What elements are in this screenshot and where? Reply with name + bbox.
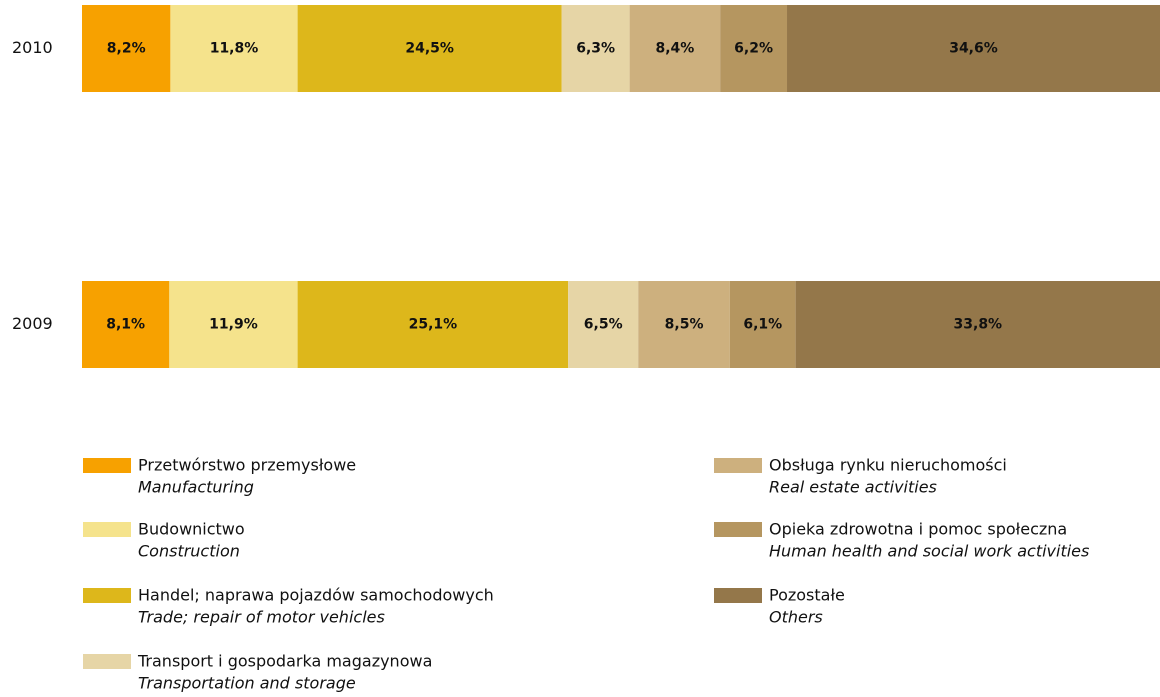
legend-label-en: Manufacturing [138, 478, 254, 497]
legend-label-en: Real estate activities [769, 478, 937, 497]
bar-segment [297, 5, 562, 92]
legend-swatch [83, 654, 131, 669]
legend-label-en: Construction [138, 542, 240, 561]
bar-segment [568, 281, 639, 368]
legend-swatch [83, 458, 131, 473]
data-label: 6,2% [734, 41, 773, 57]
legend-swatch [83, 588, 131, 603]
bar-segment [561, 5, 630, 92]
category-label: 2009 [12, 314, 53, 333]
data-label: 8,1% [106, 317, 145, 333]
bar-segment [729, 281, 796, 368]
data-label: 6,5% [584, 317, 623, 333]
legend-swatch [714, 588, 762, 603]
legend-swatch [714, 522, 762, 537]
data-label: 11,9% [209, 317, 258, 333]
bar-segment [638, 281, 730, 368]
legend-label: Handel; naprawa pojazdów samochodowych [138, 586, 494, 605]
data-label: 11,8% [210, 41, 259, 57]
bar-segment [297, 281, 569, 368]
legend-label-en: Transportation and storage [138, 674, 356, 693]
legend-label-en: Trade; repair of motor vehicles [138, 608, 385, 627]
data-label: 34,6% [949, 41, 998, 57]
bar-segment [629, 5, 721, 92]
legend-swatch [714, 458, 762, 473]
legend-swatch [83, 522, 131, 537]
legend-label: Obsługa rynku nieruchomości [769, 456, 1007, 475]
data-label: 8,4% [655, 41, 694, 57]
bar-segment [82, 5, 171, 92]
category-label: 2010 [12, 38, 53, 57]
data-label: 8,2% [107, 41, 146, 57]
legend-label: Opieka zdrowotna i pomoc społeczna [769, 520, 1067, 539]
bar-segment [720, 5, 788, 92]
legend-label-en: Human health and social work activities [769, 542, 1089, 561]
bar-segment [787, 5, 1160, 92]
data-label: 6,1% [743, 317, 782, 333]
legend-label: Transport i gospodarka magazynowa [137, 652, 432, 671]
legend-label: Przetwórstwo przemysłowe [138, 456, 356, 475]
bar-segment [170, 5, 298, 92]
bar-segment [82, 281, 170, 368]
legend-label: Budownictwo [138, 520, 245, 539]
data-label: 6,3% [576, 41, 615, 57]
data-label: 33,8% [954, 317, 1003, 333]
data-label: 25,1% [409, 317, 458, 333]
bar-segment [169, 281, 298, 368]
data-label: 24,5% [405, 41, 454, 57]
data-label: 8,5% [665, 317, 704, 333]
legend-label: Pozostałe [769, 586, 845, 605]
legend-label-en: Others [769, 608, 823, 627]
bar-segment [795, 281, 1160, 368]
